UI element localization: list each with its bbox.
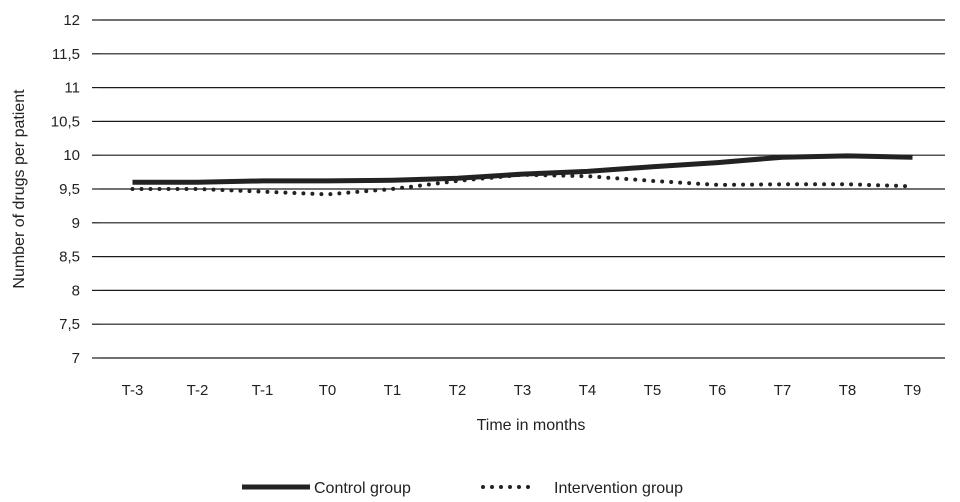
legend: Control group Intervention group: [242, 480, 683, 497]
control-group-line: [132, 153, 913, 185]
y-tick-label: 7,5: [59, 316, 80, 333]
x-tick-label: T-3: [122, 382, 144, 399]
x-tick-label: T6: [709, 382, 727, 399]
x-tick-label: T1: [384, 382, 402, 399]
gridlines: [92, 19, 945, 359]
x-axis-ticks: T-3 T-2 T-1 T0 T1 T2 T3 T4 T5 T6 T7 T8 T9: [122, 382, 922, 399]
series-lines: [130, 153, 915, 197]
x-tick-label: T7: [774, 382, 792, 399]
x-tick-label: T2: [449, 382, 467, 399]
y-tick-label: 9: [72, 215, 80, 232]
y-tick-label: 11: [64, 80, 80, 97]
x-tick-label: T-1: [252, 382, 274, 399]
x-tick-label: T3: [514, 382, 532, 399]
x-tick-label: T-2: [187, 382, 209, 399]
y-tick-label: 9,5: [59, 181, 80, 198]
y-tick-label: 7: [72, 350, 80, 367]
y-tick-label: 11,5: [52, 46, 80, 63]
y-axis-title: Number of drugs per patient: [11, 89, 28, 289]
legend-label: Control group: [314, 480, 411, 497]
x-axis-title: Time in months: [477, 417, 586, 434]
intervention-group-line: [130, 172, 915, 197]
y-tick-label: 8: [72, 282, 80, 299]
x-tick-label: T5: [644, 382, 662, 399]
y-tick-label: 12: [63, 12, 80, 29]
x-tick-label: T8: [839, 382, 857, 399]
legend-label: Intervention group: [554, 480, 683, 497]
y-tick-label: 10: [63, 147, 80, 164]
x-tick-label: T4: [579, 382, 597, 399]
x-tick-label: T0: [319, 382, 337, 399]
y-tick-label: 10,5: [51, 113, 80, 130]
y-tick-label: 8,5: [59, 249, 80, 266]
x-tick-label: T9: [904, 382, 922, 399]
y-axis-ticks: 7 7,5 8 8,5 9 9,5 10 10,5 11 11,5 12: [51, 12, 80, 367]
